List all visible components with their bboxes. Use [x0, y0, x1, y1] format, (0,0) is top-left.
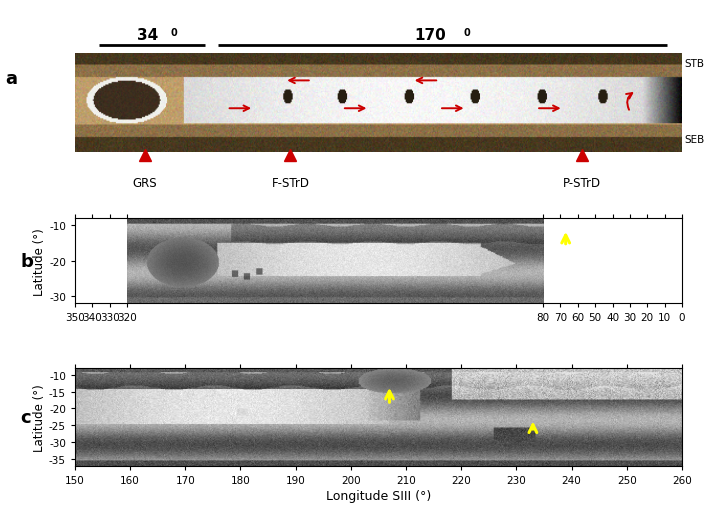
Y-axis label: Latitude (°): Latitude (°) [33, 383, 46, 451]
Text: SEB: SEB [684, 135, 705, 145]
Text: 170: 170 [414, 27, 446, 42]
Text: P-STrD: P-STrD [563, 177, 600, 190]
X-axis label: Longitude SIII (°): Longitude SIII (°) [326, 489, 431, 502]
Text: a: a [6, 70, 18, 88]
Text: F-STrD: F-STrD [271, 177, 309, 190]
Y-axis label: Latitude (°): Latitude (°) [34, 228, 46, 295]
Text: STB: STB [684, 60, 704, 69]
Text: 0: 0 [463, 27, 470, 38]
Text: 0: 0 [171, 27, 178, 38]
Text: GRS: GRS [133, 177, 157, 190]
Text: b: b [21, 252, 34, 270]
Text: 34: 34 [137, 27, 159, 42]
Text: c: c [21, 408, 31, 426]
